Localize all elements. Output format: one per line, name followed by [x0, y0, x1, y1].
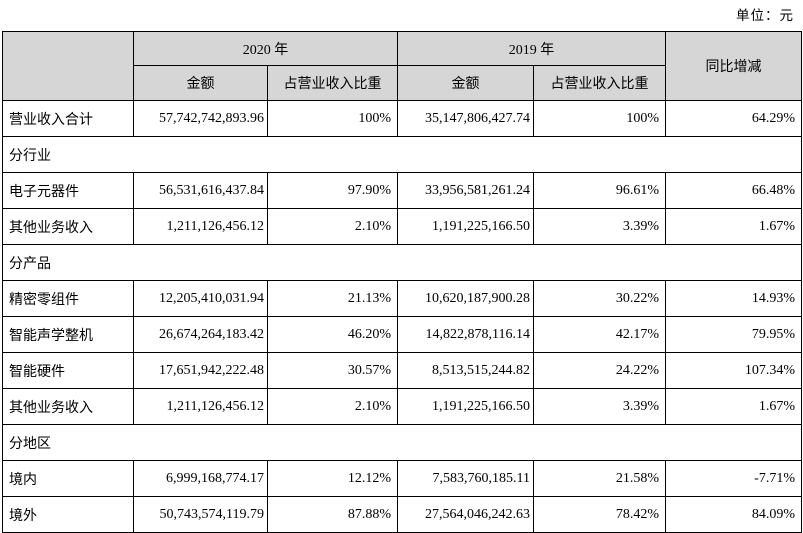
ratio-2020: 2.10%: [267, 208, 398, 245]
header-ratio-2019: 占营业收入比重: [533, 65, 666, 101]
amount-2020: 1,211,126,456.12: [133, 208, 268, 245]
table-row: 其他业务收入 1,211,126,456.12 2.10% 1,191,225,166…: [2, 388, 802, 425]
row-label: 智能声学整机: [2, 316, 134, 353]
ratio-2019: 3.39%: [533, 208, 666, 245]
amount-2020: 12,205,410,031.94: [133, 280, 268, 317]
section-label: 分行业: [2, 136, 802, 173]
ratio-2019: 42.17%: [533, 316, 666, 353]
yoy-value: 79.95%: [665, 316, 802, 353]
section-row: 分产品: [2, 244, 802, 281]
amount-2019: 1,191,225,166.50: [397, 208, 534, 245]
unit-label: 单位：元: [736, 8, 794, 23]
table-row: 精密零组件 12,205,410,031.94 21.13% 10,620,187,9…: [2, 280, 802, 317]
header-amount-2019: 金额: [397, 65, 534, 101]
ratio-2020: 21.13%: [267, 280, 398, 317]
ratio-2020: 2.10%: [267, 388, 398, 425]
amount-2019: 8,513,515,244.82: [397, 352, 534, 389]
header-amount-2020: 金额: [133, 65, 268, 101]
header-row-metrics: 金额 占营业收入比重 金额 占营业收入比重: [3, 65, 802, 101]
amount-2019: 35,147,806,427.74: [397, 100, 534, 137]
row-label: 智能硬件: [2, 352, 134, 389]
amount-2020: 1,211,126,456.12: [133, 388, 268, 425]
yoy-value: 107.34%: [665, 352, 802, 389]
table-row: 智能硬件 17,651,942,222.48 30.57% 8,513,515,244…: [2, 352, 802, 389]
yoy-value: 64.29%: [665, 100, 802, 137]
section-row: 分地区: [2, 424, 802, 461]
row-label: 营业收入合计: [2, 100, 134, 137]
ratio-2019: 96.61%: [533, 172, 666, 209]
section-label: 分地区: [2, 424, 802, 461]
ratio-2019: 24.22%: [533, 352, 666, 389]
section-label: 分产品: [2, 244, 802, 281]
amount-2020: 57,742,742,893.96: [133, 100, 268, 137]
header-yoy-change: 同比增减: [665, 31, 802, 101]
amount-2020: 17,651,942,222.48: [133, 352, 268, 389]
ratio-2020: 97.90%: [267, 172, 398, 209]
ratio-2020: 12.12%: [267, 460, 398, 497]
row-label: 境内: [2, 460, 134, 497]
amount-2020: 6,999,168,774.17: [133, 460, 268, 497]
amount-2020: 26,674,264,183.42: [133, 316, 268, 353]
row-label: 其他业务收入: [2, 208, 134, 245]
amount-2019: 7,583,760,185.11: [397, 460, 534, 497]
ratio-2019: 78.42%: [533, 496, 666, 533]
header-ratio-2020: 占营业收入比重: [267, 65, 398, 101]
ratio-2020: 100%: [267, 100, 398, 137]
row-label: 境外: [2, 496, 134, 533]
row-label: 电子元器件: [2, 172, 134, 209]
amount-2019: 33,956,581,261.24: [397, 172, 534, 209]
amount-2019: 27,564,046,242.63: [397, 496, 534, 533]
yoy-value: 1.67%: [665, 208, 802, 245]
yoy-value: 66.48%: [665, 172, 802, 209]
table-row: 电子元器件 56,531,616,437.84 97.90% 33,956,581,2…: [2, 172, 802, 209]
amount-2020: 50,743,574,119.79: [133, 496, 268, 533]
yoy-value: 14.93%: [665, 280, 802, 317]
row-label: 精密零组件: [2, 280, 134, 317]
ratio-2019: 30.22%: [533, 280, 666, 317]
yoy-value: -7.71%: [665, 460, 802, 497]
amount-2020: 56,531,616,437.84: [133, 172, 268, 209]
section-row: 分行业: [2, 136, 802, 173]
yoy-value: 1.67%: [665, 388, 802, 425]
revenue-breakdown-table: 2020 年 2019 年 同比增减 金额 占营业收入比重 金额 占营业收入比重…: [2, 31, 802, 533]
ratio-2019: 100%: [533, 100, 666, 137]
ratio-2019: 3.39%: [533, 388, 666, 425]
table-row: 营业收入合计 57,742,742,893.96 100% 35,147,806,42…: [2, 100, 802, 137]
ratio-2020: 30.57%: [267, 352, 398, 389]
table-row: 智能声学整机 26,674,264,183.42 46.20% 14,822,878,…: [2, 316, 802, 353]
header-year-2020: 2020 年: [133, 31, 398, 66]
corner-cell: [2, 31, 134, 101]
ratio-2020: 87.88%: [267, 496, 398, 533]
header-year-2019: 2019 年: [397, 31, 666, 66]
amount-2019: 1,191,225,166.50: [397, 388, 534, 425]
row-label: 其他业务收入: [2, 388, 134, 425]
table-header: 2020 年 2019 年 同比增减 金额 占营业收入比重 金额 占营业收入比重: [2, 31, 802, 101]
yoy-value: 84.09%: [665, 496, 802, 533]
table-row: 其他业务收入 1,211,126,456.12 2.10% 1,191,225,166…: [2, 208, 802, 245]
table-row: 境外 50,743,574,119.79 87.88% 27,564,046,242.…: [2, 496, 802, 533]
table-row: 境内 6,999,168,774.17 12.12% 7,583,760,185.11…: [2, 460, 802, 497]
ratio-2020: 46.20%: [267, 316, 398, 353]
amount-2019: 14,822,878,116.14: [397, 316, 534, 353]
ratio-2019: 21.58%: [533, 460, 666, 497]
header-row-years: 2020 年 2019 年 同比增减: [2, 31, 802, 101]
amount-2019: 10,620,187,900.28: [397, 280, 534, 317]
table-body: 营业收入合计 57,742,742,893.96 100% 35,147,806,42…: [2, 100, 802, 533]
